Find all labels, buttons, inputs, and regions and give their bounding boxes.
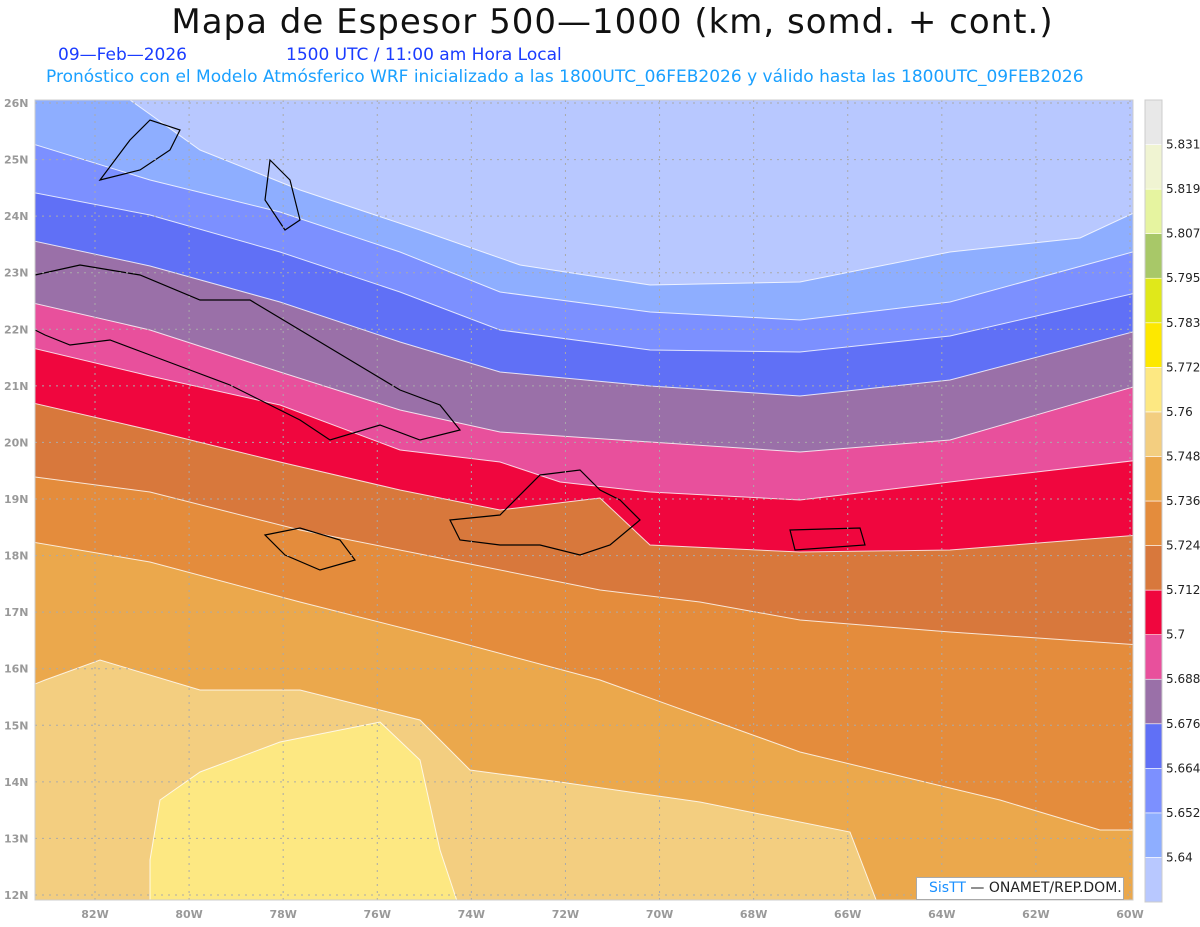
- contour-band: [150, 722, 457, 900]
- lat-label: 13N: [4, 832, 29, 845]
- lon-label: 78W: [269, 908, 296, 921]
- lat-label: 18N: [4, 550, 29, 563]
- colorbar-frame: [1144, 99, 1163, 903]
- contour-line: [35, 302, 1133, 453]
- colorbar-label: 5.64: [1166, 850, 1193, 864]
- lon-label: 82W: [81, 908, 108, 921]
- colorbar-label: 5.831: [1166, 138, 1200, 152]
- lat-label: 24N: [4, 210, 29, 223]
- lon-label: 76W: [364, 908, 391, 921]
- colorbar-swatch: [1144, 99, 1163, 145]
- colorbar-label: 5.712: [1166, 583, 1200, 597]
- colorbar-label: 5.7: [1166, 628, 1185, 642]
- lon-label: 80W: [175, 908, 202, 921]
- lat-label: 21N: [4, 380, 29, 393]
- colorbar-label: 5.736: [1166, 494, 1200, 508]
- contour-line: [35, 144, 1133, 321]
- forecast-date: 09—Feb—2026: [58, 45, 187, 65]
- colorbar-label: 5.652: [1166, 806, 1200, 820]
- colorbar-swatch: [1144, 545, 1163, 591]
- coastline: [35, 264, 462, 441]
- colorbar-swatch: [1144, 812, 1163, 858]
- colorbar-swatch: [1144, 634, 1163, 680]
- colorbar-label: 5.807: [1166, 227, 1200, 241]
- coastline: [264, 158, 301, 231]
- colorbar-label: 5.676: [1166, 717, 1200, 731]
- colorbar-label: 5.748: [1166, 449, 1200, 463]
- lon-label: 68W: [740, 908, 767, 921]
- lat-label: 20N: [4, 436, 29, 449]
- brand-logo: SisTT: [929, 880, 966, 896]
- contour-line: [35, 659, 877, 900]
- coastline: [263, 527, 357, 571]
- lat-label: 23N: [4, 267, 29, 280]
- colorbar-swatch: [1144, 367, 1163, 413]
- map-frame: [34, 99, 1134, 901]
- model-description: Pronóstico con el Modelo Atmósferico WRF…: [46, 67, 1084, 87]
- lon-label: 64W: [928, 908, 955, 921]
- contour-line: [35, 240, 1133, 397]
- colorbar-swatch: [1144, 233, 1163, 279]
- credit-box: SisTT — ONAMET/REP.DOM.: [916, 877, 1124, 900]
- colorbar-label: 5.76: [1166, 405, 1193, 419]
- colorbar-swatch: [1144, 188, 1163, 234]
- colorbar-swatch: [1144, 723, 1163, 769]
- lat-label: 22N: [4, 323, 29, 336]
- contour-line: [35, 542, 1133, 831]
- contour-line: [35, 402, 1133, 553]
- lat-label: 19N: [4, 493, 29, 506]
- credit-text: — ONAMET/REP.DOM.: [970, 880, 1122, 896]
- colorbar-label: 5.724: [1166, 539, 1200, 553]
- colorbar-swatch: [1144, 589, 1163, 635]
- lon-label: 74W: [458, 908, 485, 921]
- lon-label: 70W: [646, 908, 673, 921]
- lon-label: 72W: [552, 908, 579, 921]
- colorbar-label: 5.783: [1166, 316, 1200, 330]
- colorbar-swatch: [1144, 277, 1163, 324]
- colorbar-swatch: [1144, 678, 1163, 725]
- forecast-time: 1500 UTC / 11:00 am Hora Local: [286, 45, 562, 65]
- contour-line: [35, 192, 1133, 353]
- colorbar-swatch: [1144, 500, 1163, 546]
- contour-line: [149, 721, 458, 900]
- lat-label: 12N: [4, 889, 29, 902]
- lat-label: 25N: [4, 154, 29, 167]
- colorbar-swatch: [1144, 768, 1163, 814]
- lon-label: 60W: [1116, 908, 1143, 921]
- lat-label: 26N: [4, 97, 29, 110]
- lon-label: 62W: [1022, 908, 1049, 921]
- colorbar-label: 5.795: [1166, 271, 1200, 285]
- colorbar-swatch: [1144, 456, 1163, 502]
- map-title: Mapa de Espesor 500—1000 (km, somd. + co…: [171, 2, 1054, 42]
- lat-label: 17N: [4, 606, 29, 619]
- colorbar-label: 5.772: [1166, 360, 1200, 374]
- colorbar-label: 5.664: [1166, 761, 1200, 775]
- colorbar-label: 5.819: [1166, 182, 1200, 196]
- lat-label: 15N: [4, 719, 29, 732]
- contour-line: [118, 100, 1133, 286]
- colorbar-swatch: [1144, 144, 1163, 190]
- lon-label: 66W: [834, 908, 861, 921]
- contour-line: [35, 348, 1133, 501]
- coastline: [449, 469, 641, 556]
- lat-label: 16N: [4, 663, 29, 676]
- colorbar-swatch: [1144, 411, 1163, 457]
- lat-label: 14N: [4, 776, 29, 789]
- contour-line: [35, 476, 1133, 646]
- coastline: [98, 119, 181, 181]
- colorbar-label: 5.688: [1166, 672, 1200, 686]
- coastline: [789, 527, 866, 551]
- colorbar-swatch: [1144, 322, 1163, 368]
- colorbar-swatch: [1144, 857, 1163, 903]
